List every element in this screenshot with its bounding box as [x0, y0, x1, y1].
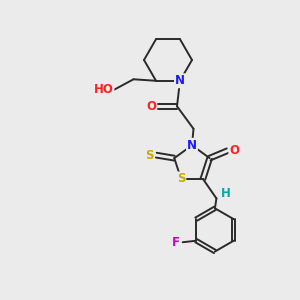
Text: S: S: [177, 172, 185, 185]
Text: O: O: [229, 144, 239, 157]
Text: HO: HO: [94, 83, 113, 96]
Text: S: S: [146, 148, 154, 162]
Text: N: N: [175, 74, 185, 87]
Text: N: N: [187, 139, 197, 152]
Text: O: O: [146, 100, 156, 113]
Text: F: F: [172, 236, 180, 249]
Text: H: H: [221, 187, 231, 200]
